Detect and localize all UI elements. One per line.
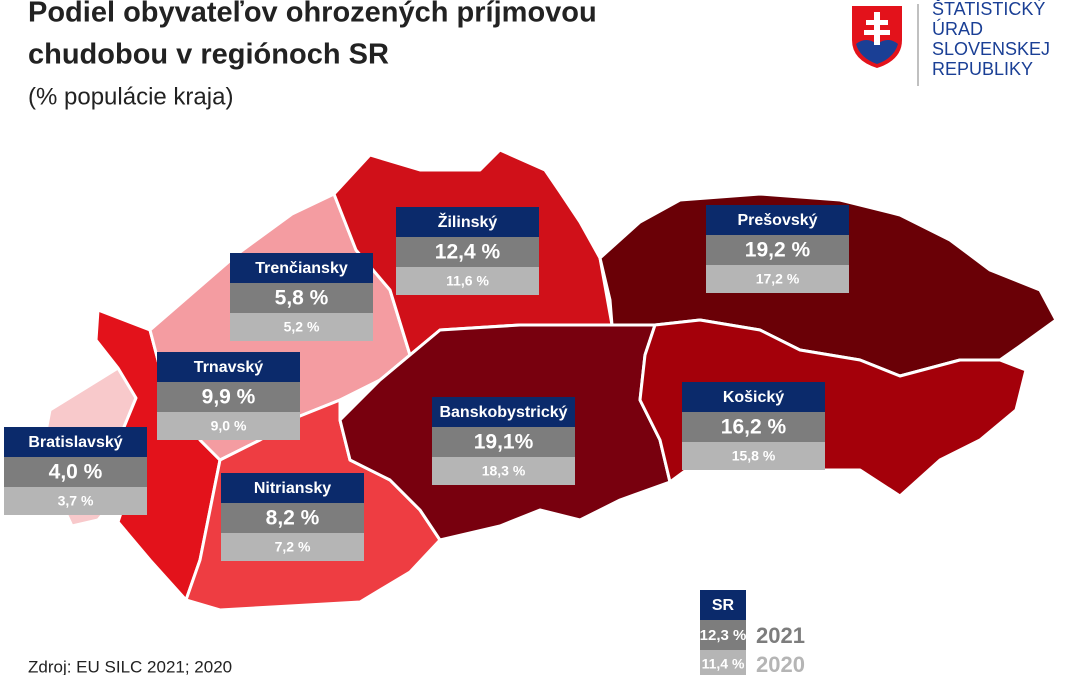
region-name: Košický — [723, 389, 784, 406]
region-header — [396, 207, 539, 237]
value-2020: 5,2 % — [284, 319, 320, 335]
region-name: Bratislavský — [28, 434, 122, 451]
value-2020: 17,2 % — [756, 271, 800, 287]
region-header — [432, 397, 575, 427]
value-2021-box — [396, 237, 539, 267]
logo — [852, 4, 919, 86]
value-2021-box — [706, 235, 849, 265]
value-2021: 12,4 % — [435, 241, 501, 264]
total-header — [700, 590, 746, 620]
value-2021: 8,2 % — [266, 507, 320, 530]
value-2021-box — [157, 382, 300, 412]
region-header — [157, 352, 300, 382]
value-2021: 16,2 % — [721, 416, 787, 439]
value-2021-box — [221, 503, 364, 533]
total-2020: 11,4 % — [702, 656, 745, 672]
title: Podiel obyvateľov ohrozených príjmovou — [28, 0, 597, 29]
region-name: Nitriansky — [254, 480, 331, 497]
value-2020: 9,0 % — [211, 418, 247, 434]
year-2021: 2021 — [756, 623, 805, 648]
value-2020-box — [230, 313, 373, 341]
region-name: Trnavský — [194, 359, 263, 376]
value-2021-box — [682, 412, 825, 442]
value-2020: 18,3 % — [482, 463, 526, 479]
region-header — [230, 253, 373, 283]
total-name: SR — [712, 597, 735, 614]
value-2020-box — [396, 267, 539, 295]
subtitle: (% populácie kraja) — [28, 83, 233, 110]
title: chudobou v regiónoch SR — [28, 39, 389, 71]
value-2021-box — [432, 427, 575, 457]
value-2020: 3,7 % — [58, 493, 94, 509]
total-2020-box — [700, 650, 746, 675]
value-2020-box — [706, 265, 849, 293]
region-header — [682, 382, 825, 412]
year-2020: 2020 — [756, 652, 805, 675]
region-header — [221, 473, 364, 503]
value-2020-box — [221, 533, 364, 561]
value-2021: 19,1% — [474, 431, 534, 454]
region-name: Prešovský — [737, 212, 817, 229]
value-2020: 11,6 % — [446, 273, 489, 289]
value-2020: 7,2 % — [275, 539, 311, 555]
value-2020-box — [4, 487, 147, 515]
region-header — [4, 427, 147, 457]
value-2021: 5,8 % — [275, 287, 329, 310]
region-name: Trenčiansky — [255, 260, 348, 277]
region-name: Žilinský — [438, 212, 498, 231]
value-2021-box — [4, 457, 147, 487]
total-2021-box — [700, 620, 746, 650]
value-2020-box — [682, 442, 825, 470]
value-2020-box — [157, 412, 300, 440]
logo-text: ŠTATISTICKÝ — [932, 0, 1045, 19]
value-2020-box — [432, 457, 575, 485]
region-name: Banskobystrický — [439, 404, 567, 421]
logo-text: SLOVENSKEJ — [932, 39, 1050, 59]
region-header — [706, 205, 849, 235]
value-2021: 4,0 % — [49, 461, 103, 484]
logo-text: ÚRAD — [932, 18, 983, 39]
source: Zdroj: EU SILC 2021; 2020 — [28, 657, 232, 675]
value-2021: 19,2 % — [745, 239, 811, 262]
value-2021-box — [230, 283, 373, 313]
total-2021: 12,3 % — [700, 627, 747, 644]
value-2021: 9,9 % — [202, 386, 256, 409]
logo-text: REPUBLIKY — [932, 59, 1033, 79]
value-2020: 15,8 % — [732, 448, 776, 464]
